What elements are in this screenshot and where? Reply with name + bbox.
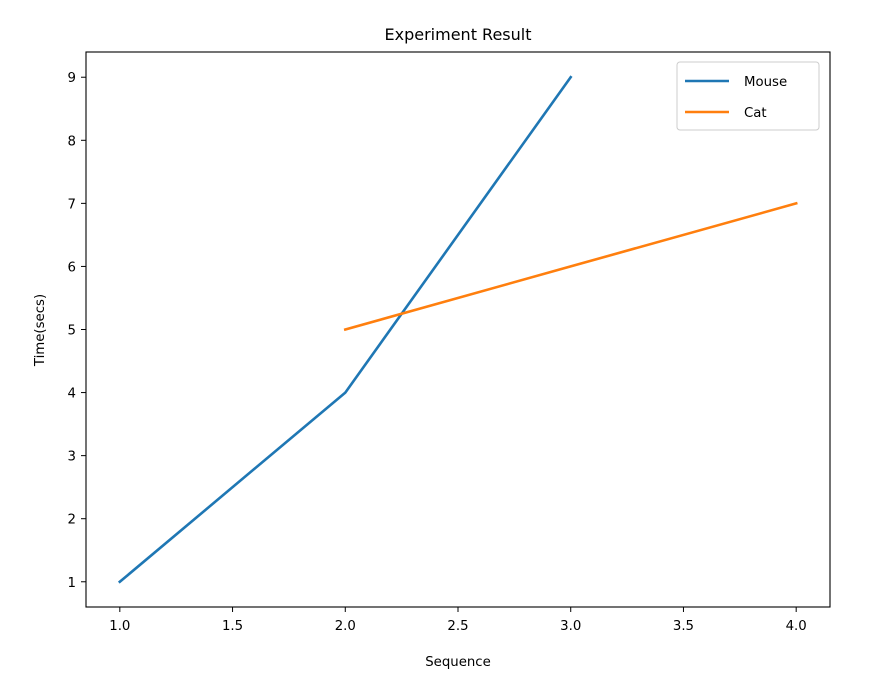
y-tick-label: 1	[68, 576, 76, 591]
legend-label-cat: Cat	[744, 106, 767, 121]
y-tick-label: 7	[68, 197, 76, 212]
y-tick-label: 8	[68, 134, 76, 149]
y-tick-label: 3	[68, 450, 76, 465]
y-tick-label: 9	[68, 71, 76, 86]
x-tick-label: 3.0	[560, 619, 581, 634]
legend-label-mouse: Mouse	[744, 75, 787, 90]
y-axis-label: Time(secs)	[33, 294, 48, 367]
x-axis: 1.0 1.5 2.0 2.5 3.0 3.5 4.0	[109, 607, 807, 634]
x-tick-label: 1.5	[222, 619, 243, 634]
x-tick-label: 2.5	[447, 619, 468, 634]
y-axis: 1 2 3 4 5 6 7 8 9	[68, 71, 86, 591]
series-line-mouse	[117, 75, 573, 584]
y-tick-label: 5	[68, 324, 76, 339]
x-tick-label: 1.0	[109, 619, 130, 634]
x-tick-label: 4.0	[786, 619, 807, 634]
y-tick-label: 4	[68, 387, 76, 402]
chart-title: Experiment Result	[385, 25, 532, 44]
y-tick-label: 6	[68, 260, 76, 275]
legend-items: Mouse Cat	[685, 75, 787, 121]
x-axis-label: Sequence	[425, 655, 491, 670]
legend: Mouse Cat	[676, 61, 820, 131]
x-tick-label: 3.5	[673, 619, 694, 634]
series-layer	[117, 75, 798, 584]
series-line-cat	[343, 201, 798, 332]
y-tick-label: 2	[68, 513, 76, 528]
x-tick-label: 2.0	[335, 619, 356, 634]
